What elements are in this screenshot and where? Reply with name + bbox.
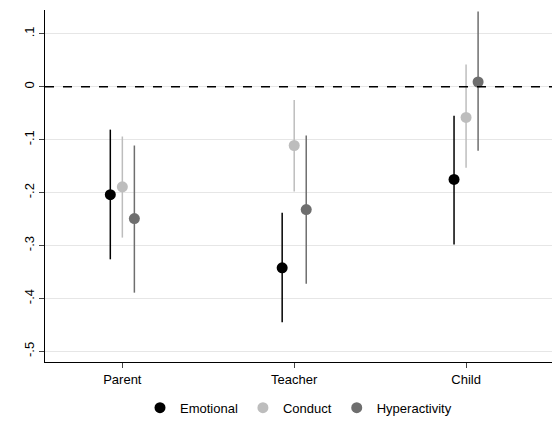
svg-text:-.2: -.2 xyxy=(22,183,37,198)
svg-text:-.3: -.3 xyxy=(22,236,37,251)
svg-text:-.5: -.5 xyxy=(22,342,37,357)
svg-text:-.1: -.1 xyxy=(22,130,37,145)
svg-text:Teacher: Teacher xyxy=(271,372,318,387)
svg-text:Conduct: Conduct xyxy=(283,401,332,416)
svg-text:Hyperactivity: Hyperactivity xyxy=(377,401,452,416)
svg-text:0: 0 xyxy=(22,81,37,88)
svg-text:Emotional: Emotional xyxy=(180,401,238,416)
svg-text:Parent: Parent xyxy=(103,372,142,387)
svg-text:-.4: -.4 xyxy=(22,289,37,304)
svg-text:Child: Child xyxy=(451,372,481,387)
svg-text:.1: .1 xyxy=(22,26,37,37)
